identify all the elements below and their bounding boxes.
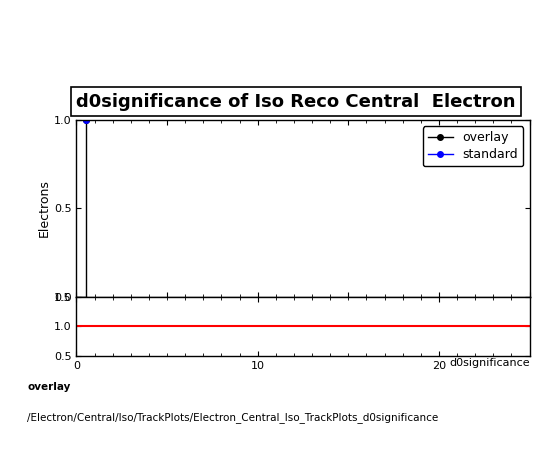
Text: d0significance of Iso Reco Central  Electron: d0significance of Iso Reco Central Elect… <box>76 93 516 111</box>
Y-axis label: Electrons: Electrons <box>38 180 51 237</box>
Legend: overlay, standard: overlay, standard <box>423 127 524 166</box>
Text: d0significance: d0significance <box>449 358 530 368</box>
Text: overlay: overlay <box>27 383 70 392</box>
Text: /Electron/Central/Iso/TrackPlots/Electron_Central_Iso_TrackPlots_d0significance: /Electron/Central/Iso/TrackPlots/Electro… <box>27 413 438 423</box>
